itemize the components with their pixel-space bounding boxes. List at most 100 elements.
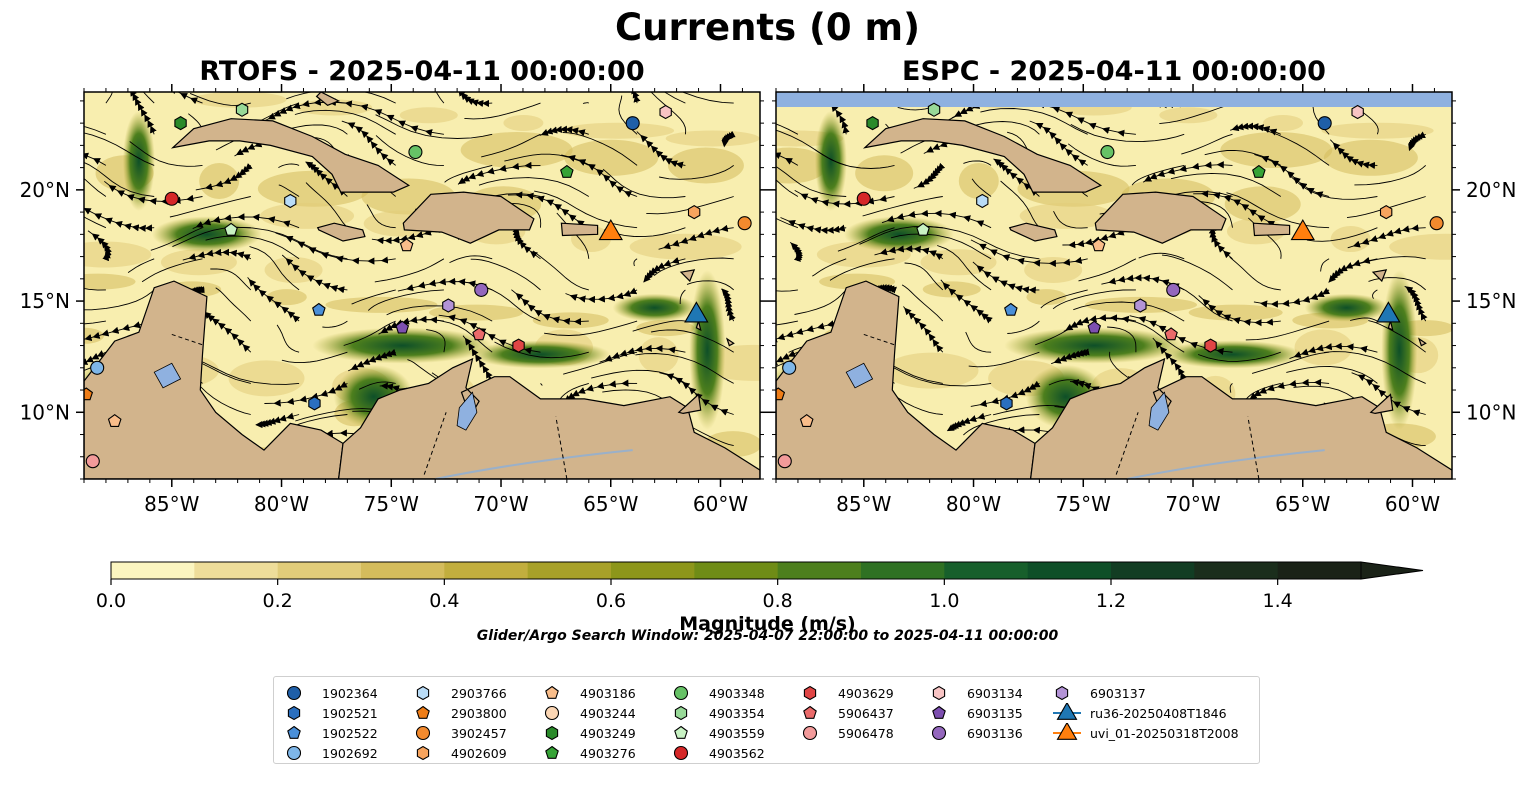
land <box>1417 337 1427 347</box>
pentagon-marker-icon <box>803 705 817 719</box>
land <box>1369 393 1394 415</box>
map-marker-uvi_01-20250318T2008 <box>598 218 623 241</box>
streamline <box>507 191 590 229</box>
streamline <box>1007 320 1040 334</box>
legend-marker <box>545 745 559 759</box>
land <box>776 280 1036 479</box>
strong-current-core <box>843 216 954 253</box>
river <box>434 449 633 479</box>
land <box>560 222 599 237</box>
legend-marker <box>286 745 302 761</box>
land <box>315 92 341 106</box>
lake <box>153 362 182 389</box>
legend-column: 2903766 2903800 3902457 4902609 <box>413 683 507 763</box>
legend-item: 1902364 <box>284 683 378 703</box>
legend-item: ru36-20250408T1846 <box>1052 703 1239 723</box>
streamline <box>794 190 895 208</box>
current-band <box>1330 226 1371 253</box>
lat-tick-label: 20°N <box>20 178 70 202</box>
current-band <box>160 249 237 276</box>
current-band <box>920 249 997 276</box>
streamline <box>686 280 734 291</box>
streamline <box>776 289 798 292</box>
streamline <box>1070 124 1185 143</box>
streamline <box>275 232 396 265</box>
streamline <box>127 258 155 273</box>
hexagon-marker-icon <box>674 705 688 721</box>
legend-label: 4903629 <box>838 685 894 701</box>
lat-tick-label: 15°N <box>1466 289 1516 313</box>
land <box>725 337 735 347</box>
current-band <box>325 296 438 313</box>
streamline <box>901 284 944 322</box>
pentagon-marker-icon <box>674 725 688 739</box>
lon-tick-label: 60°W <box>1385 492 1440 516</box>
land <box>337 357 760 479</box>
legend-label: 6903137 <box>1090 685 1146 701</box>
streamline <box>1048 379 1088 386</box>
streamline <box>1354 165 1426 186</box>
legend-item: 4903276 <box>542 743 636 763</box>
pentagon-marker-icon <box>545 745 559 759</box>
legend-label: 1902692 <box>322 745 378 761</box>
legend-marker <box>416 685 430 701</box>
legend-label: 4903562 <box>709 745 765 761</box>
streamline <box>776 123 799 135</box>
legend-item: 3902457 <box>413 723 507 743</box>
streamline <box>84 132 155 166</box>
streamline <box>650 92 687 135</box>
legend-marker <box>932 705 946 719</box>
lon-tick-label: 85°W <box>144 492 199 516</box>
land <box>679 269 696 283</box>
legend-label: 4903348 <box>709 685 765 701</box>
lat-tick-label: 15°N <box>20 289 70 313</box>
current-band <box>636 320 695 337</box>
legend-item: 1902522 <box>284 723 378 743</box>
circle-marker-icon <box>673 745 689 761</box>
streamline <box>776 217 799 229</box>
streamline <box>679 289 686 304</box>
current-band <box>228 360 305 397</box>
lat-tick-label: 10°N <box>20 400 70 424</box>
map-marker-1902364 <box>625 116 640 131</box>
streamline <box>890 233 992 260</box>
legend-marker <box>673 685 689 701</box>
circle-marker-icon <box>286 745 302 761</box>
streamline <box>84 178 107 197</box>
map-marker-5906437 <box>472 327 486 341</box>
map-marker-6903137 <box>442 298 455 313</box>
streamline <box>1372 289 1378 299</box>
map-marker-4903276 <box>1252 164 1266 178</box>
legend-marker <box>932 685 946 701</box>
current-band <box>665 130 760 147</box>
streamline <box>651 329 734 353</box>
colorbar: 0.0 0.2 0.4 0.6 0.8 1.0 1.2 1.4 <box>96 561 1424 612</box>
legend-label: 4903559 <box>709 725 765 741</box>
legend-label: 6903136 <box>967 725 1023 741</box>
streamline <box>1109 351 1137 384</box>
map-marker-1902692 <box>782 360 797 375</box>
streamline <box>511 289 589 326</box>
map-marker-4903186 <box>107 414 122 427</box>
streamline <box>210 268 252 291</box>
colorbar-tick-label: 1.0 <box>929 590 959 612</box>
streamline <box>150 227 203 251</box>
map-marker-4903348 <box>408 145 423 160</box>
legend-label: 4903244 <box>580 705 636 721</box>
map-marker-6903135 <box>1087 320 1102 334</box>
streamline <box>1248 378 1330 401</box>
colorbar-bin <box>944 562 1029 579</box>
streamline <box>1142 161 1233 183</box>
streamline <box>104 180 203 205</box>
current-band <box>399 107 458 124</box>
legend-label: ru36-20250408T1846 <box>1090 705 1227 721</box>
streamline <box>276 324 300 353</box>
border <box>171 333 568 479</box>
land <box>316 222 366 242</box>
legend-marker <box>673 745 689 761</box>
land <box>1008 222 1058 242</box>
legend-item: 4903186 <box>542 683 636 703</box>
streamline <box>457 161 541 185</box>
current-band <box>503 114 544 131</box>
legend-column: 6903137 ru36-20250408T1846 uvi_01-20250318… <box>1052 683 1239 743</box>
